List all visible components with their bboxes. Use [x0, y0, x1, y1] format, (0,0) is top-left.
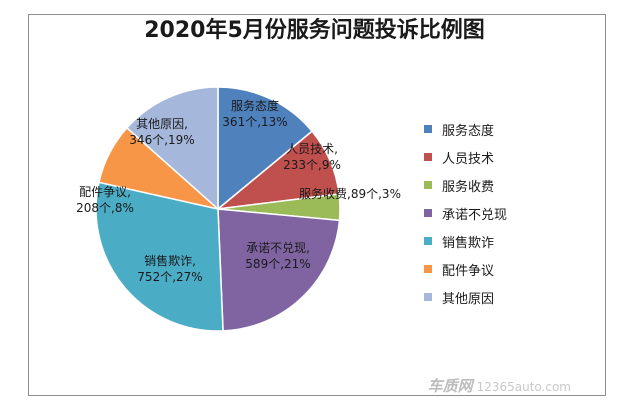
legend-swatch	[424, 237, 432, 245]
legend-swatch	[424, 265, 432, 273]
watermark-logo: 车质网	[427, 377, 473, 395]
slice-data-label: 其他原因, 346个,19%	[129, 117, 194, 147]
legend-label: 承诺不兑现	[442, 207, 508, 223]
legend-item: 其他原因	[424, 283, 507, 311]
legend-item: 人员技术	[424, 143, 507, 171]
legend-swatch	[424, 293, 432, 301]
legend-swatch	[424, 209, 432, 217]
legend-label: 其他原因	[442, 291, 495, 307]
legend-label: 销售欺诈	[442, 235, 495, 251]
legend-item: 销售欺诈	[424, 227, 507, 255]
legend-label: 服务收费	[442, 179, 495, 195]
legend-label: 服务态度	[442, 123, 495, 139]
pie-slice	[125, 86, 219, 211]
legend-label: 配件争议	[442, 263, 495, 279]
slice-data-label: 服务收费,89个,3%	[299, 186, 401, 201]
legend-swatch	[424, 181, 432, 189]
legend-swatch	[424, 125, 432, 133]
legend-item: 配件争议	[424, 255, 507, 283]
legend-item: 服务态度	[424, 115, 507, 143]
pie-slice	[217, 208, 341, 332]
slice-data-label: 服务态度 361个,13%	[222, 98, 287, 129]
pie-slice	[95, 181, 224, 332]
legend-item: 服务收费	[424, 171, 507, 199]
legend-swatch	[424, 153, 432, 161]
chart-title: 2020年5月份服务问题投诉比例图	[144, 18, 485, 43]
slice-data-label: 销售欺诈, 752个,27%	[137, 253, 202, 284]
watermark-site: 12365auto.com	[476, 380, 571, 394]
legend-label: 人员技术	[442, 151, 495, 167]
chart-legend: 服务态度人员技术服务收费承诺不兑现销售欺诈配件争议其他原因	[424, 115, 507, 311]
slice-data-label: 配件争议, 208个,8%	[76, 185, 134, 215]
legend-item: 承诺不兑现	[424, 199, 507, 227]
pie-slice	[217, 86, 314, 211]
watermark: 车质网 12365auto.com	[428, 375, 571, 396]
slice-data-label: 承诺不兑现, 589个,21%	[245, 241, 310, 271]
slice-data-label: 人员技术, 233个,9%	[283, 142, 341, 172]
